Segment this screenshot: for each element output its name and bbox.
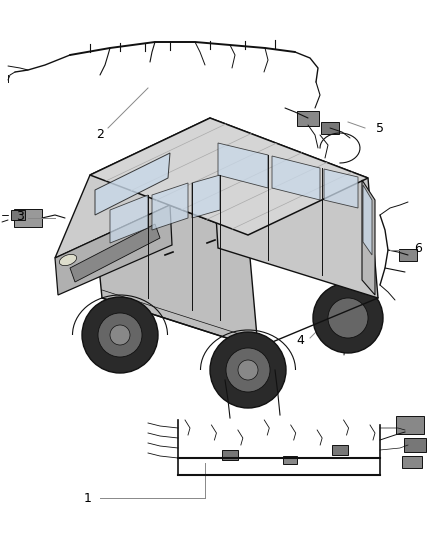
Bar	[297, 110, 319, 125]
Circle shape	[210, 332, 286, 408]
Bar	[334, 331, 356, 345]
Circle shape	[328, 298, 368, 338]
Bar	[396, 416, 424, 434]
Polygon shape	[55, 205, 172, 295]
Polygon shape	[90, 118, 368, 235]
Polygon shape	[362, 180, 375, 295]
Circle shape	[238, 360, 258, 380]
Polygon shape	[192, 175, 220, 218]
Circle shape	[82, 297, 158, 373]
Text: 2: 2	[96, 128, 104, 141]
Bar	[399, 249, 417, 261]
Bar	[332, 445, 348, 455]
Circle shape	[226, 348, 270, 392]
Text: 5: 5	[376, 122, 384, 134]
Bar	[321, 122, 339, 134]
Text: 1: 1	[84, 491, 92, 505]
Circle shape	[110, 325, 130, 345]
Text: 6: 6	[414, 241, 422, 254]
Polygon shape	[363, 185, 372, 255]
Bar	[222, 450, 238, 460]
Polygon shape	[70, 224, 160, 282]
Polygon shape	[90, 175, 258, 348]
Bar	[14, 209, 42, 227]
Bar	[402, 456, 422, 468]
Polygon shape	[272, 156, 320, 200]
Circle shape	[313, 283, 383, 353]
Polygon shape	[218, 143, 268, 188]
Text: 4: 4	[296, 334, 304, 346]
Polygon shape	[152, 183, 188, 230]
Bar	[11, 210, 25, 220]
Polygon shape	[55, 118, 210, 258]
Circle shape	[98, 313, 142, 357]
Polygon shape	[324, 169, 358, 208]
Polygon shape	[210, 118, 378, 298]
Text: 3: 3	[16, 209, 24, 222]
Polygon shape	[95, 153, 170, 215]
Bar	[404, 438, 426, 452]
Bar	[283, 456, 297, 464]
Ellipse shape	[60, 254, 77, 265]
Polygon shape	[110, 195, 148, 243]
